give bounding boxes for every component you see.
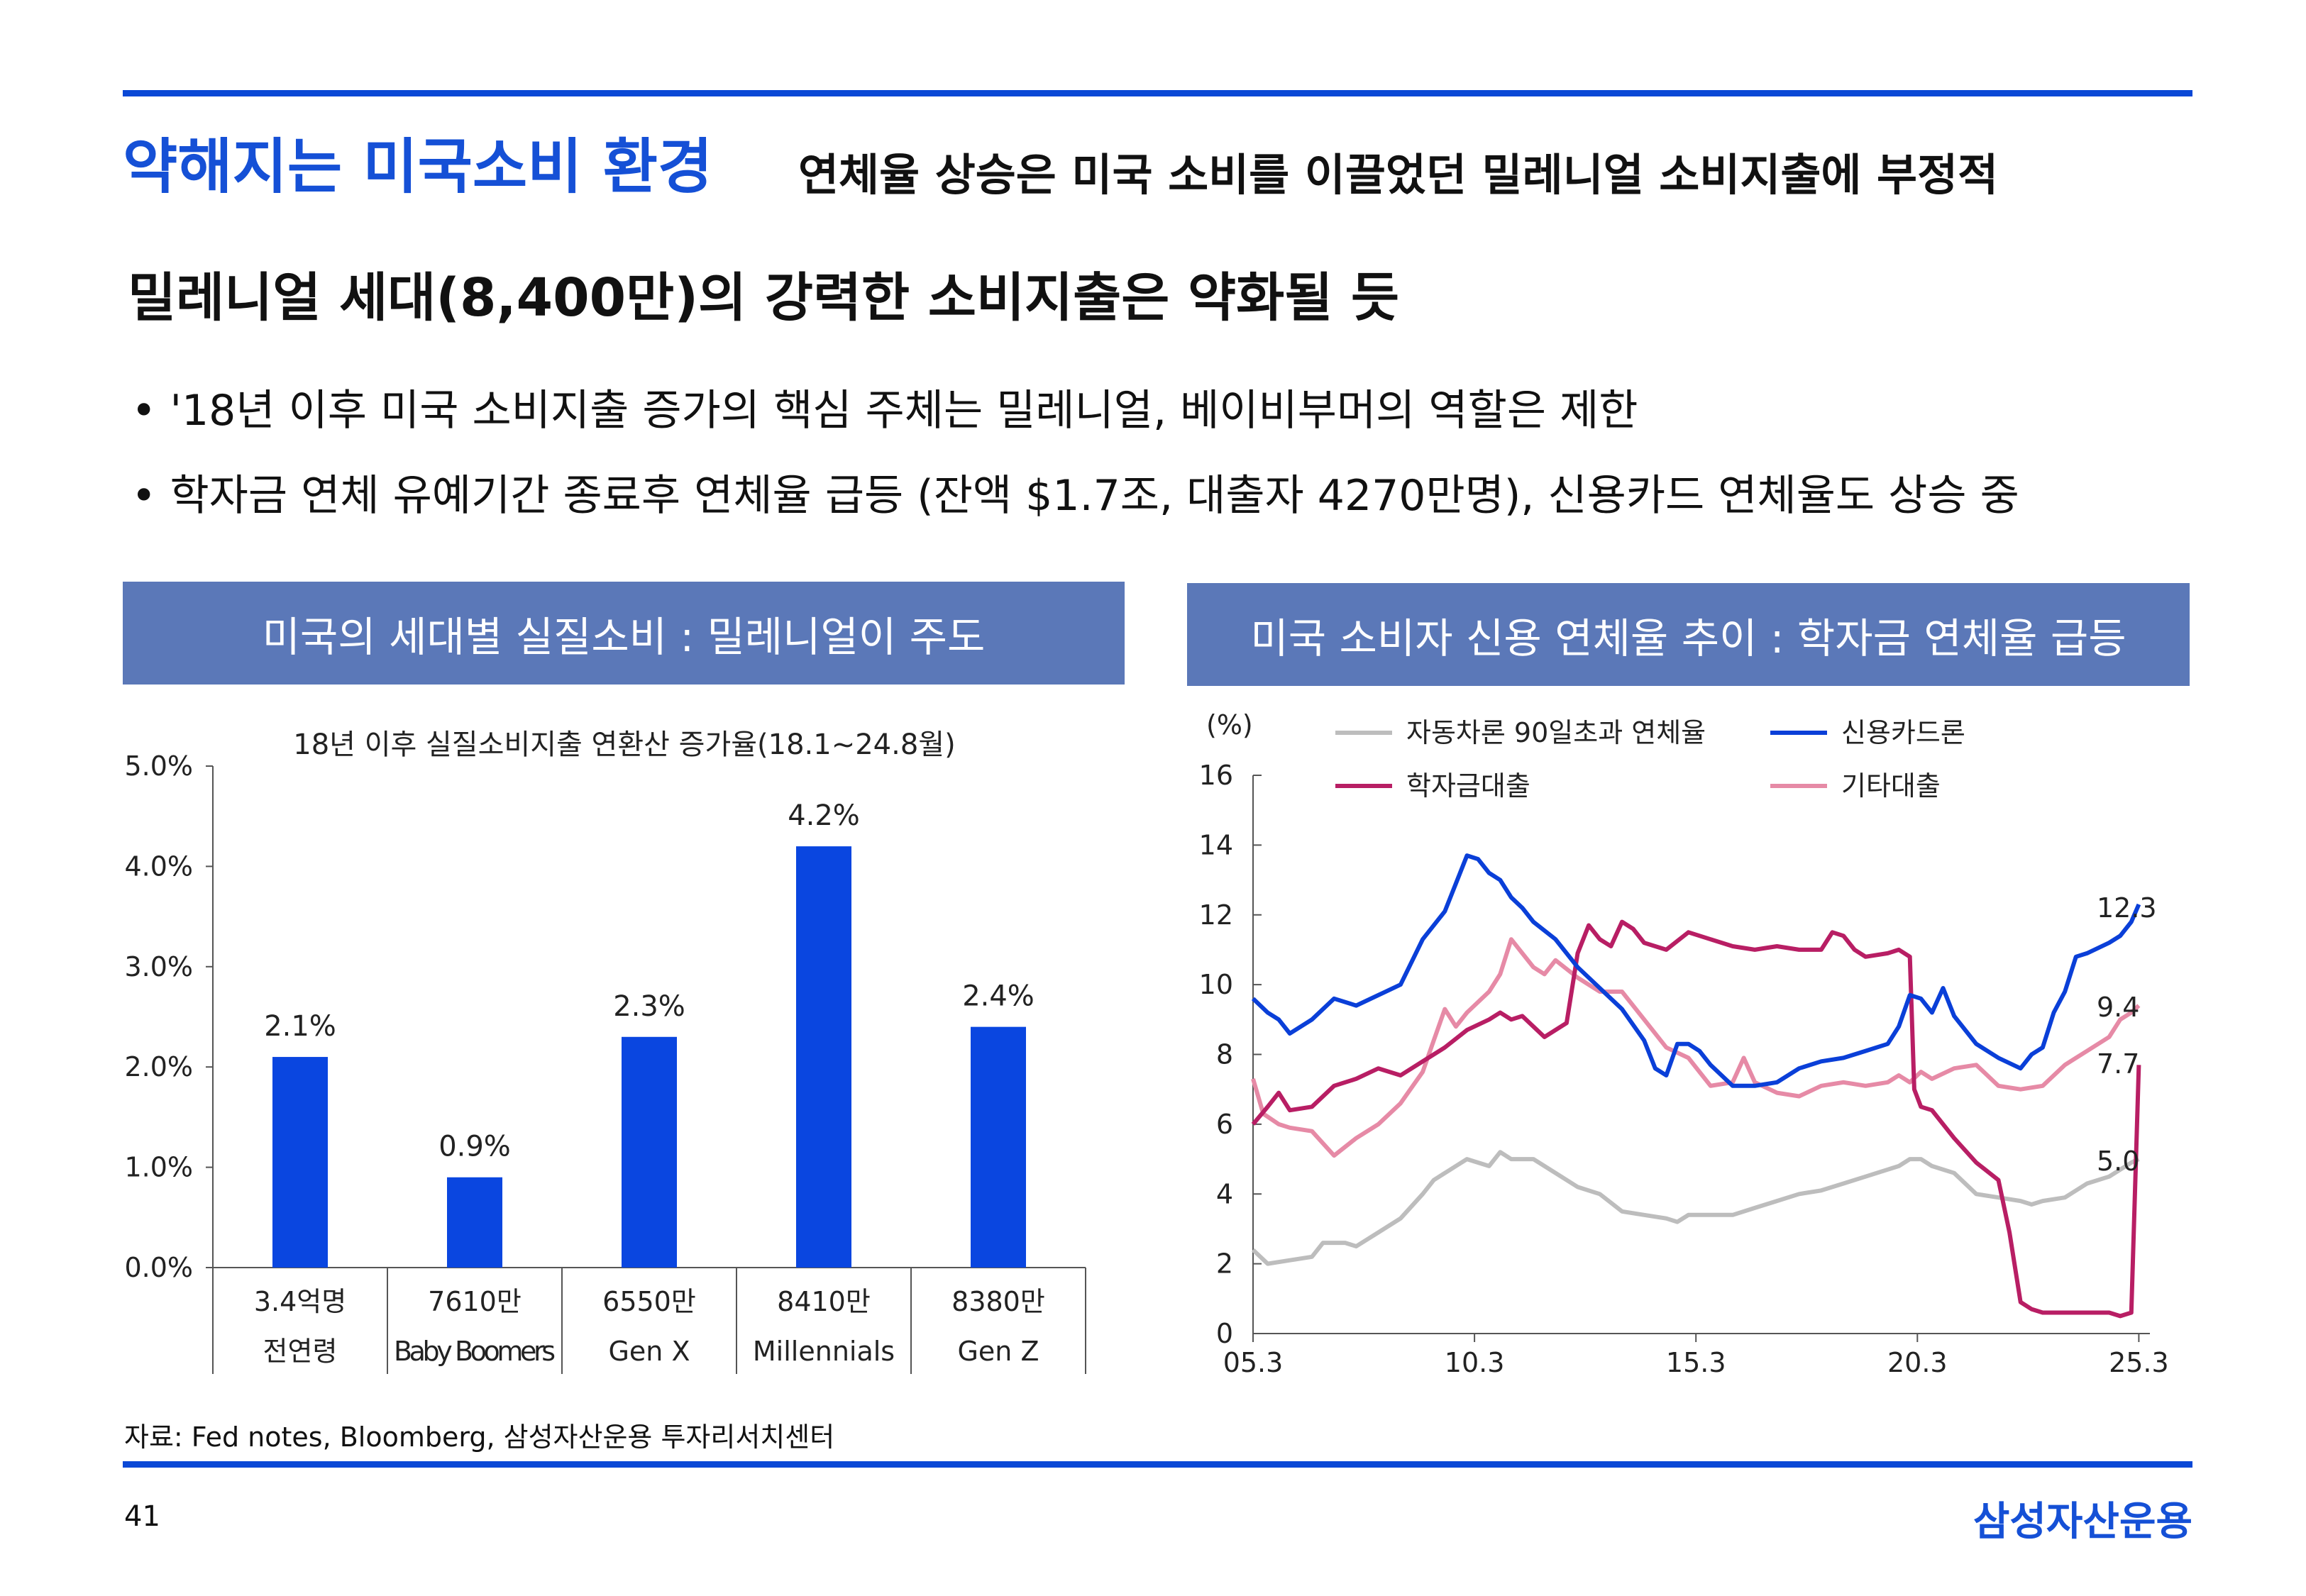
bar-chart-title: 18년 이후 실질소비지출 연환산 증가율(18.1~24.8월) <box>293 728 955 761</box>
category-count-label: 8410만 <box>777 1286 871 1317</box>
legend-label: 자동차론 90일초과 연체율 <box>1406 717 1706 748</box>
brand-logo: 삼성자산운용 <box>1973 1499 2192 1545</box>
category-count-label: 6550만 <box>602 1286 696 1317</box>
category-label: Gen Z <box>957 1336 1039 1367</box>
y-tick-label: 4 <box>1216 1178 1233 1209</box>
category-count-label: 3.4억명 <box>254 1286 346 1317</box>
series-line-2 <box>1251 853 2141 1088</box>
series-end-label: 5.0 <box>2097 1146 2139 1177</box>
series-line-3 <box>1251 919 2141 1319</box>
series-line-4 <box>1251 937 2141 1158</box>
series-end-label: 7.7 <box>2097 1048 2139 1080</box>
bar-5 <box>971 1026 1026 1268</box>
bar-3 <box>622 1036 677 1268</box>
page-number: 41 <box>124 1500 160 1533</box>
bar-value-label: 2.4% <box>962 980 1035 1013</box>
category-label: 전연령 <box>263 1336 338 1367</box>
category-count-label: 7610만 <box>428 1286 522 1317</box>
series-end-label: 9.4 <box>2097 992 2139 1023</box>
left-panel-header: 미국의 세대별 실질소비 : 밀레니얼이 주도 <box>123 582 1125 685</box>
y-tick-label: 12 <box>1199 899 1233 931</box>
x-tick-label: 20.3 <box>1887 1347 1948 1378</box>
page-subtitle: 연체율 상승은 미국 소비를 이끌었던 밀레니얼 소비지출에 부정적 <box>798 149 1999 201</box>
y-tick-label: 10 <box>1199 969 1233 1000</box>
top-rule <box>123 90 2192 96</box>
bar-2 <box>447 1177 502 1268</box>
bottom-rule <box>123 1461 2192 1468</box>
y-tick-label: 16 <box>1199 760 1233 791</box>
series-end-label: 12.3 <box>2097 892 2157 924</box>
y-tick-label: 4.0% <box>124 850 193 882</box>
right-panel-header: 미국 소비자 신용 연체율 추이 : 학자금 연체율 급등 <box>1187 583 2190 686</box>
bar-value-label: 4.2% <box>788 799 860 832</box>
y-tick-label: 14 <box>1199 829 1233 860</box>
category-label: Gen X <box>608 1336 690 1367</box>
y-tick-label: 2 <box>1216 1248 1233 1280</box>
category-label: Baby Boomers <box>394 1336 556 1367</box>
y-tick-label: 3.0% <box>124 951 193 982</box>
series-line-1 <box>1251 1150 2140 1266</box>
bar-value-label: 2.1% <box>264 1010 336 1043</box>
bar-1 <box>272 1057 328 1268</box>
source-note: 자료: Fed notes, Bloomberg, 삼성자산운용 투자리서치센터 <box>124 1422 835 1453</box>
category-label: Millennials <box>753 1336 895 1367</box>
x-tick-label: 10.3 <box>1445 1347 1505 1378</box>
bar-value-label: 2.3% <box>613 990 685 1023</box>
bullet-2: • 학자금 연체 유예기간 종료후 연체율 급등 (잔액 $1.7조, 대출자 … <box>131 471 2019 521</box>
headline: 밀레니얼 세대(8,400만)의 강력한 소비지출은 약화될 듯 <box>128 267 1400 328</box>
page-title: 약해지는 미국소비 환경 <box>123 132 713 201</box>
bar-4 <box>796 846 851 1268</box>
legend-label: 신용카드론 <box>1841 717 1965 748</box>
y-tick-label: 5.0% <box>124 750 193 782</box>
y-tick-label: 1.0% <box>124 1152 193 1183</box>
y-tick-label: 2.0% <box>124 1051 193 1082</box>
category-count-label: 8380만 <box>951 1286 1045 1317</box>
y-tick-label: 6 <box>1216 1109 1233 1140</box>
y-unit-label: (%) <box>1206 709 1253 741</box>
x-tick-label: 15.3 <box>1666 1347 1726 1378</box>
x-tick-label: 25.3 <box>2109 1347 2169 1378</box>
y-tick-label: 0 <box>1216 1318 1233 1349</box>
bar-value-label: 0.9% <box>438 1131 511 1163</box>
x-tick-label: 05.3 <box>1223 1347 1284 1378</box>
bullet-1: • '18년 이후 미국 소비지출 증가의 핵심 주체는 밀레니얼, 베이비부머… <box>131 386 1638 436</box>
y-tick-label: 8 <box>1216 1039 1233 1070</box>
y-tick-label: 0.0% <box>124 1252 193 1283</box>
legend-label: 학자금대출 <box>1406 770 1530 802</box>
legend-label: 기타대출 <box>1841 770 1941 802</box>
